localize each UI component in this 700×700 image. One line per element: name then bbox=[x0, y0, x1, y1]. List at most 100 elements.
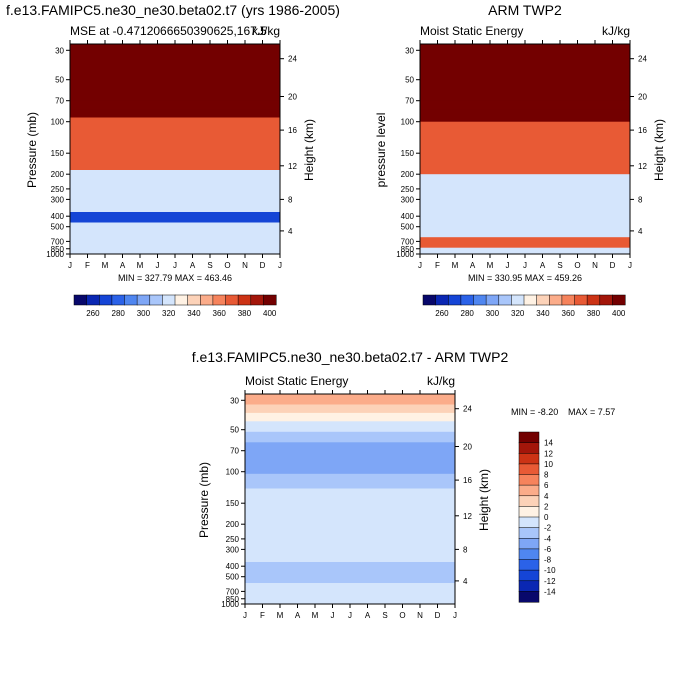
y-tick-label: 70 bbox=[230, 447, 239, 456]
contour-band bbox=[245, 583, 455, 605]
y-tick-label-right: 12 bbox=[638, 162, 647, 171]
x-tick-label: J bbox=[523, 261, 527, 270]
contour-band bbox=[245, 488, 455, 563]
colorbar-swatch bbox=[518, 559, 540, 571]
y-tick-label: 150 bbox=[401, 149, 415, 158]
y-tick-label: 200 bbox=[51, 170, 65, 179]
contour-band bbox=[70, 44, 280, 87]
panel1-colorbar: 260 280 300 320 340 360 380 400 bbox=[73, 294, 277, 318]
x-tick-label: A bbox=[120, 261, 126, 270]
contour-band bbox=[70, 117, 280, 171]
colorbar-swatch bbox=[149, 294, 163, 306]
panel2-units: kJ/kg bbox=[602, 24, 630, 38]
x-tick-label: M bbox=[277, 611, 284, 620]
colorbar-swatch bbox=[518, 463, 540, 476]
colorbar-swatch bbox=[574, 294, 588, 306]
y-tick-label: 250 bbox=[226, 535, 240, 544]
x-tick-label: J bbox=[331, 611, 335, 620]
y-tick-label: 250 bbox=[51, 185, 65, 194]
x-tick-label: S bbox=[207, 261, 212, 270]
panel2-ylabel-right: Height (km) bbox=[652, 119, 666, 181]
colorbar-swatch bbox=[536, 294, 550, 306]
contour-band bbox=[420, 86, 630, 93]
y-tick-label: 30 bbox=[405, 46, 414, 55]
colorbar-swatch bbox=[174, 294, 189, 306]
contour-band bbox=[420, 109, 630, 123]
y-tick-label: 500 bbox=[401, 223, 415, 232]
contour-band bbox=[70, 222, 280, 255]
colorbar-swatch bbox=[518, 516, 540, 529]
x-tick-label: D bbox=[260, 261, 266, 270]
contour-band bbox=[245, 431, 455, 443]
colorbar-label: 260 bbox=[435, 309, 449, 318]
contour-band bbox=[245, 404, 455, 414]
colorbar-swatch bbox=[518, 484, 540, 497]
x-tick-label: D bbox=[610, 261, 616, 270]
y-tick-label: 500 bbox=[226, 573, 240, 582]
colorbar-swatch bbox=[73, 294, 88, 306]
x-tick-label: A bbox=[365, 611, 371, 620]
colorbar-swatch bbox=[599, 294, 613, 306]
y-tick-label-right: 16 bbox=[638, 126, 647, 135]
colorbar-swatch bbox=[200, 294, 214, 306]
panel1-ylabel-right: Height (km) bbox=[302, 119, 316, 181]
y-tick-label: 1000 bbox=[221, 600, 239, 609]
x-tick-label: D bbox=[435, 611, 441, 620]
y-tick-label: 150 bbox=[226, 499, 240, 508]
colorbar-label: 12 bbox=[544, 449, 553, 458]
contour-band bbox=[70, 170, 280, 213]
y-tick-label-right: 16 bbox=[463, 476, 472, 485]
colorbar-swatch bbox=[518, 569, 540, 582]
x-tick-label: N bbox=[592, 261, 598, 270]
y-tick-label: 850 bbox=[401, 245, 415, 254]
colorbar-label: 360 bbox=[562, 309, 576, 318]
x-tick-label: F bbox=[260, 611, 265, 620]
contour-band bbox=[245, 412, 455, 422]
x-tick-label: O bbox=[399, 611, 405, 620]
y-tick-label: 50 bbox=[230, 426, 239, 435]
colorbar-swatch bbox=[162, 294, 176, 306]
contour-band bbox=[70, 92, 280, 102]
colorbar-swatch bbox=[485, 294, 500, 306]
y-tick-label: 700 bbox=[401, 237, 415, 246]
contour-band bbox=[420, 100, 630, 110]
y-tick-label: 70 bbox=[405, 97, 414, 106]
y-tick-label: 1000 bbox=[396, 250, 414, 259]
y-tick-label-right: 4 bbox=[638, 227, 643, 236]
colorbar-label: 380 bbox=[238, 309, 252, 318]
colorbar-swatch bbox=[124, 294, 138, 306]
panel2-stats: MIN = 330.95 MAX = 459.26 bbox=[468, 273, 582, 283]
contour-band bbox=[420, 237, 630, 249]
y-tick-label: 200 bbox=[401, 170, 415, 179]
x-tick-label: J bbox=[68, 261, 72, 270]
x-tick-label: J bbox=[506, 261, 510, 270]
colorbar-swatch bbox=[549, 294, 563, 306]
y-tick-label: 100 bbox=[51, 118, 65, 127]
colorbar-label: 4 bbox=[544, 492, 549, 501]
contour-band bbox=[70, 86, 280, 93]
y-tick-label-right: 4 bbox=[288, 227, 293, 236]
colorbar-swatch bbox=[237, 294, 252, 306]
x-tick-label: F bbox=[435, 261, 440, 270]
y-tick-label-right: 8 bbox=[463, 545, 468, 554]
contour-band bbox=[420, 92, 630, 102]
x-tick-label: M bbox=[137, 261, 144, 270]
y-tick-label: 150 bbox=[51, 149, 65, 158]
colorbar-label: 360 bbox=[213, 309, 227, 318]
panel3-stats-min: MIN = -8.20 bbox=[511, 407, 558, 417]
x-tick-label: M bbox=[312, 611, 319, 620]
y-tick-label-right: 24 bbox=[463, 405, 472, 414]
y-tick-label: 850 bbox=[226, 595, 240, 604]
panel2-title: ARM TWP2 bbox=[488, 2, 562, 18]
panel3-subtitle: Moist Static Energy bbox=[245, 374, 348, 388]
colorbar-swatch bbox=[518, 453, 540, 465]
colorbar-label: -14 bbox=[544, 587, 556, 596]
panel3-units: kJ/kg bbox=[427, 374, 455, 388]
colorbar-swatch bbox=[136, 294, 151, 306]
y-tick-label-right: 12 bbox=[288, 162, 297, 171]
colorbar-label: -6 bbox=[544, 545, 552, 554]
contour-band bbox=[245, 562, 455, 584]
colorbar-label: -12 bbox=[544, 577, 556, 586]
